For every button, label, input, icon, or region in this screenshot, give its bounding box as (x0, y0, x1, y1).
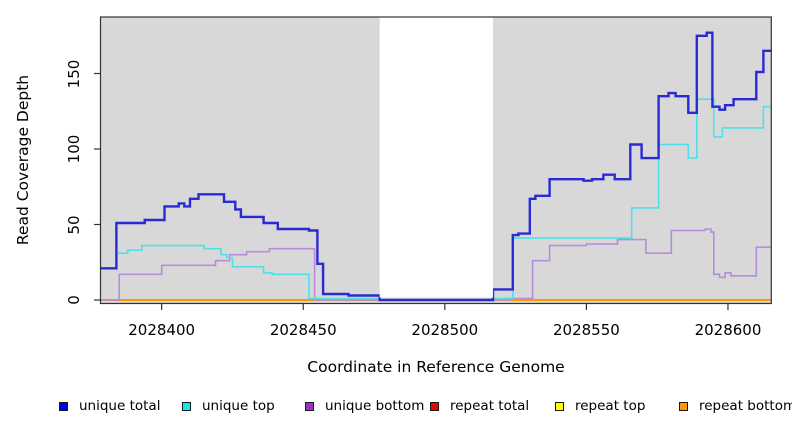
legend-item-unique-bottom: unique bottom (305, 398, 424, 414)
y-tick-label: 150 (65, 59, 83, 88)
y-tick-label: 100 (65, 134, 83, 164)
x-tick-label: 2028600 (694, 321, 762, 339)
legend-item-unique-total: unique total (59, 398, 160, 414)
legend-item-repeat-top: repeat top (555, 398, 645, 414)
legend-label: unique total (79, 398, 161, 414)
repeat-total-swatch-icon (430, 401, 439, 411)
y-axis-title: Read Coverage Depth (14, 74, 32, 246)
legend-label: repeat total (450, 398, 530, 414)
x-axis-title: Coordinate in Reference Genome (307, 358, 565, 376)
legend-item-repeat-total: repeat total (430, 398, 529, 414)
legend-item-repeat-bottom: repeat bottom (679, 398, 792, 414)
y-tick-label: 50 (65, 214, 83, 235)
x-tick-label: 2028400 (128, 321, 196, 339)
legend-label: repeat bottom (699, 398, 792, 414)
x-tick-label: 2028500 (411, 321, 479, 339)
legend-label: unique top (202, 398, 275, 414)
legend-item-unique-top: unique top (182, 398, 275, 414)
y-tick-label: 0 (65, 295, 83, 305)
repeat-bottom-swatch-icon (679, 401, 688, 411)
unique-top-swatch-icon (182, 401, 191, 411)
x-tick-label: 2028550 (552, 321, 620, 339)
legend-label: unique bottom (325, 398, 425, 414)
legend-label: repeat top (575, 398, 646, 414)
unique-total-swatch-icon (59, 401, 68, 411)
unique-bottom-swatch-icon (305, 401, 314, 411)
repeat-top-swatch-icon (555, 401, 564, 411)
x-tick-label: 2028450 (269, 321, 337, 339)
